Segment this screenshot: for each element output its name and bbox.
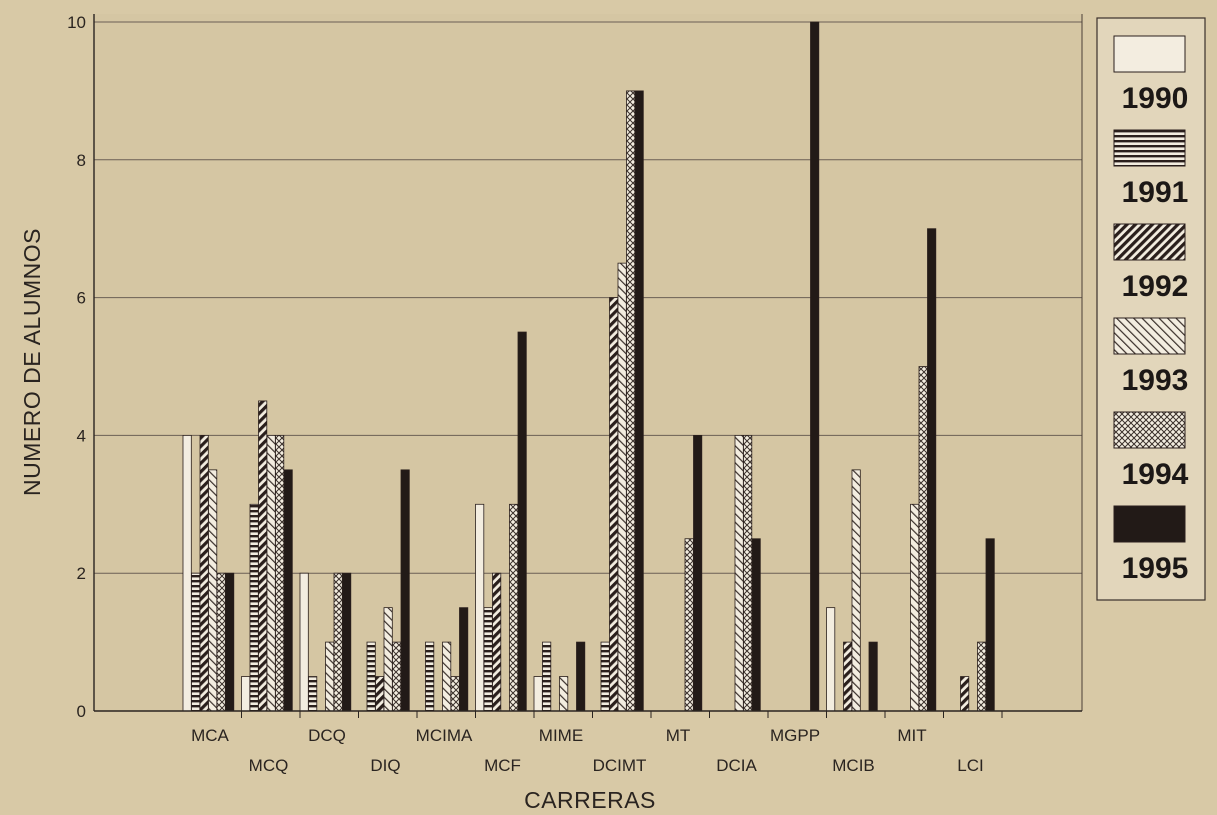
bar-mcima-1993 xyxy=(442,641,452,712)
bar-mime-1993 xyxy=(559,676,569,712)
axes xyxy=(93,14,1083,718)
bar-dcq-1990 xyxy=(299,572,309,712)
bar-mca-1990 xyxy=(182,434,192,712)
bar-dcq-1991 xyxy=(308,676,318,712)
y-axis-title: NUMERO DE ALUMNOS xyxy=(19,228,45,496)
bar-mit-1993 xyxy=(910,503,920,712)
bar-mcib-1992 xyxy=(843,641,853,712)
y-tick-label: 4 xyxy=(77,426,86,445)
x-tick-label: LCI xyxy=(957,756,983,775)
x-tick-label: MCQ xyxy=(249,756,289,775)
legend-swatch-1992 xyxy=(1113,223,1186,261)
x-tick-label: MIME xyxy=(539,726,583,745)
bar-mcima-1991 xyxy=(425,641,435,712)
bar-mcima-1995 xyxy=(459,607,469,712)
bar-mcib-1993 xyxy=(851,469,861,712)
bar-mime-1990 xyxy=(533,676,543,712)
bar-mit-1995 xyxy=(927,228,937,712)
bar-mcq-1991 xyxy=(249,503,259,712)
bar-lci-1992 xyxy=(960,676,970,712)
bar-dcimt-1993 xyxy=(617,262,627,712)
bar-dcimt-1995 xyxy=(634,90,644,712)
x-tick-labels: MCA MCQ DCQ DIQ MCIMA MCF MIME DCIMT MT DCIA MGPP M… xyxy=(191,726,984,775)
x-axis-title: CARRERAS xyxy=(524,787,656,813)
bar-diq-1994 xyxy=(392,641,402,712)
legend-label-1992: 1992 xyxy=(1122,270,1189,303)
legend-swatch-1994 xyxy=(1113,411,1186,449)
bar-dcimt-1992 xyxy=(609,297,619,712)
legend-swatch-1993 xyxy=(1113,317,1186,355)
legend: 1990 1991 1992 1993 1994 1995 xyxy=(1096,17,1206,601)
bar-mca-1992 xyxy=(199,434,209,712)
legend-swatch-1990 xyxy=(1113,35,1186,73)
x-tick-label: DIQ xyxy=(370,756,400,775)
x-tick-label: MT xyxy=(666,726,691,745)
legend-box xyxy=(1096,17,1206,601)
bar-dcia-1994 xyxy=(743,434,753,712)
bars xyxy=(182,21,995,712)
bar-mcq-1995 xyxy=(283,469,293,712)
bar-dcq-1993 xyxy=(325,641,335,712)
bar-diq-1995 xyxy=(400,469,410,712)
bar-dcq-1995 xyxy=(342,572,352,712)
bar-diq-1991 xyxy=(366,641,376,712)
legend-swatch-1991 xyxy=(1113,129,1186,167)
bar-mt-1994 xyxy=(684,538,694,712)
bar-diq-1992 xyxy=(375,676,385,712)
y-tick-labels: 0 2 4 6 8 10 xyxy=(67,13,86,721)
bar-dcimt-1994 xyxy=(626,90,636,712)
x-tick-label: DCIA xyxy=(716,756,757,775)
bar-mcib-1990 xyxy=(826,607,836,712)
x-tick-label: MIT xyxy=(897,726,926,745)
bar-mit-1994 xyxy=(918,366,928,712)
bar-mcf-1991 xyxy=(483,607,493,712)
x-tick-label: MCIMA xyxy=(416,726,473,745)
x-tick-label: DCIMT xyxy=(593,756,647,775)
bar-dcia-1995 xyxy=(751,538,761,712)
bar-mime-1995 xyxy=(576,641,586,712)
bar-lci-1995 xyxy=(985,538,995,712)
bar-mca-1993 xyxy=(208,469,218,712)
bar-dcia-1993 xyxy=(734,434,744,712)
x-tick-label: MCA xyxy=(191,726,229,745)
bar-mcq-1994 xyxy=(275,434,285,712)
y-tick-label: 6 xyxy=(77,289,86,308)
legend-label-1994: 1994 xyxy=(1122,458,1189,491)
bar-mca-1995 xyxy=(225,572,235,712)
bar-mcib-1995 xyxy=(868,641,878,712)
bar-mcf-1994 xyxy=(509,503,519,712)
bar-dcimt-1991 xyxy=(600,641,610,712)
y-tick-label: 10 xyxy=(67,13,86,32)
legend-label-1991: 1991 xyxy=(1122,176,1189,209)
x-tick-label: DCQ xyxy=(308,726,346,745)
y-tick-label: 2 xyxy=(77,564,86,583)
legend-label-1995: 1995 xyxy=(1122,552,1189,585)
legend-swatch-1995 xyxy=(1113,505,1186,543)
bar-mcima-1994 xyxy=(450,676,460,712)
x-tick-label: MCF xyxy=(484,756,521,775)
bar-mime-1991 xyxy=(542,641,552,712)
bar-mcf-1990 xyxy=(475,503,485,712)
bar-mca-1991 xyxy=(191,572,201,712)
bar-mcq-1992 xyxy=(258,400,268,712)
bar-mcq-1990 xyxy=(241,676,251,712)
bar-lci-1994 xyxy=(977,641,987,712)
x-tick-label: MGPP xyxy=(770,726,820,745)
y-tick-label: 0 xyxy=(77,702,86,721)
bar-mt-1995 xyxy=(693,434,703,712)
bar-mgpp-1995 xyxy=(810,21,820,712)
bar-mcf-1992 xyxy=(492,572,502,712)
bar-dcq-1994 xyxy=(333,572,343,712)
y-tick-label: 8 xyxy=(77,151,86,170)
bar-mca-1994 xyxy=(216,572,226,712)
bar-mcq-1993 xyxy=(266,434,276,712)
legend-label-1990: 1990 xyxy=(1122,82,1189,115)
x-tick-label: MCIB xyxy=(832,756,875,775)
bar-mcf-1995 xyxy=(517,331,527,712)
legend-label-1993: 1993 xyxy=(1122,364,1189,397)
bar-diq-1993 xyxy=(383,607,393,712)
